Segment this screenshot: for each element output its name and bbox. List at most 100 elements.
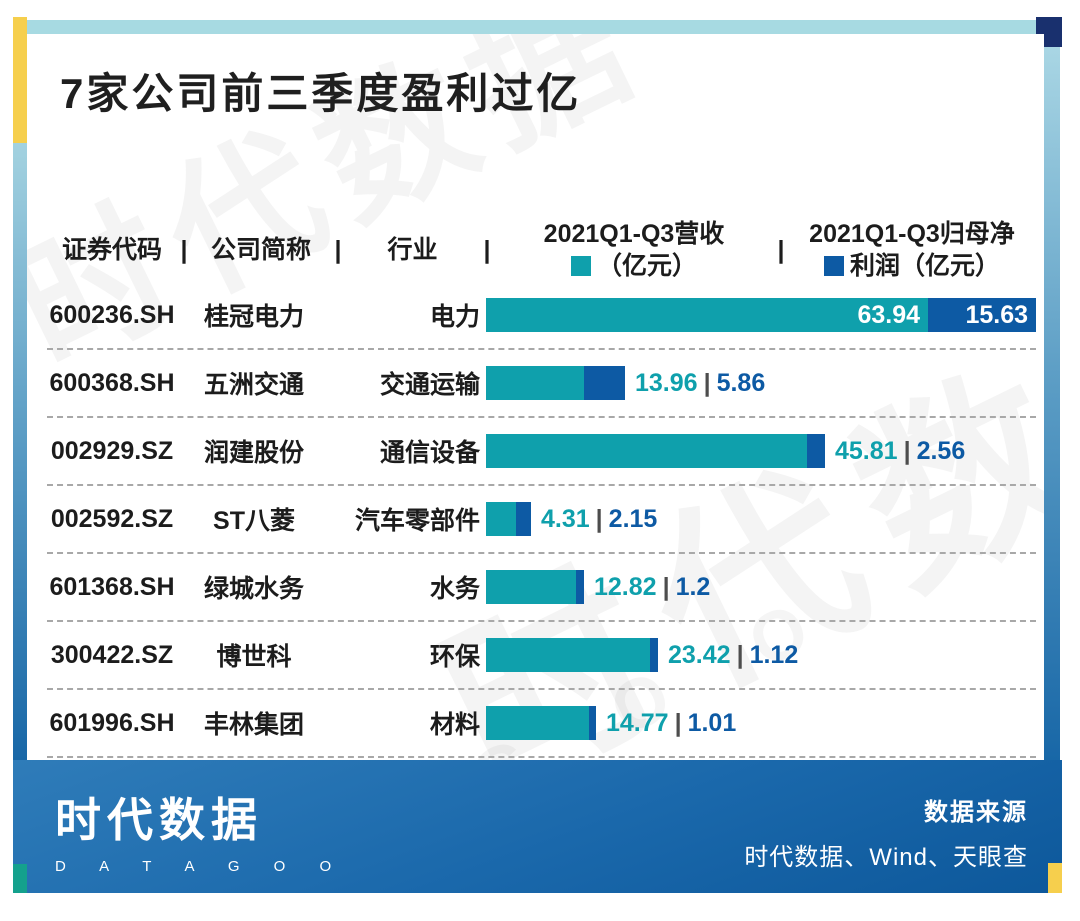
header-revenue: 2021Q1-Q3营收 （亿元） <box>494 218 774 282</box>
header-divider: | <box>777 236 785 264</box>
table-row: 300422.SZ 博世科 环保 23.42 | 1.12 <box>47 622 1036 690</box>
table-row: 002929.SZ 润建股份 通信设备 45.81 | 2.56 <box>47 418 1036 486</box>
left-blue-gradient-strip <box>13 143 27 760</box>
row-industry: 汽车零部件 <box>354 507 480 535</box>
revenue-legend-swatch-icon <box>570 256 591 276</box>
page-title: 7家公司前三季度盈利过亿 <box>60 70 582 117</box>
profit-bar <box>584 366 625 400</box>
profit-value: 1.01 <box>687 708 737 737</box>
table-rows: 600236.SH 桂冠电力 电力 63.94 15.63 600368.SH … <box>47 282 1036 758</box>
table-row: 002592.SZ ST八菱 汽车零部件 4.31 | 2.15 <box>47 486 1036 554</box>
header-company: 公司简称 <box>210 236 311 264</box>
row-bar-group: 13.96 | 5.86 <box>486 366 1036 400</box>
data-source-text: 时代数据、Wind、天眼查 <box>744 844 1028 871</box>
header-profit-line1: 2021Q1-Q3归母净 <box>809 220 1015 248</box>
profit-bar <box>807 434 825 468</box>
bar-labels: 23.42 | 1.12 <box>668 641 798 670</box>
chart-card: 时代数据 时代数据 G O O 7家公司前三季度盈利过亿 证券代码 | 公司简称… <box>27 34 1044 760</box>
row-industry: 材料 <box>429 711 480 739</box>
row-code: 300422.SZ <box>50 640 174 669</box>
value-divider: | <box>903 436 911 465</box>
profit-bar <box>650 638 658 672</box>
revenue-bar <box>486 570 576 604</box>
revenue-bar <box>486 366 584 400</box>
row-industry: 环保 <box>429 643 480 671</box>
table-row: 601996.SH 丰林集团 材料 14.77 | 1.01 <box>47 690 1036 758</box>
data-source: 数据来源 时代数据、Wind、天眼查 <box>744 792 1028 872</box>
bar-labels: 4.31 | 2.15 <box>541 505 657 534</box>
row-industry: 水务 <box>429 575 480 603</box>
table-row: 601368.SH 绿城水务 水务 12.82 | 1.2 <box>47 554 1036 622</box>
revenue-bar <box>486 638 650 672</box>
value-divider: | <box>674 708 682 737</box>
row-company: 丰林集团 <box>203 711 304 739</box>
revenue-value: 23.42 <box>668 640 731 669</box>
row-company: 绿城水务 <box>203 575 304 603</box>
row-code: 002929.SZ <box>50 436 174 465</box>
header-divider: | <box>334 236 342 264</box>
row-code: 601996.SH <box>49 708 175 737</box>
row-industry: 电力 <box>429 303 480 331</box>
row-industry: 交通运输 <box>379 371 480 399</box>
profit-legend-swatch-icon <box>823 256 844 276</box>
row-code: 600368.SH <box>49 368 175 397</box>
right-blue-gradient-strip <box>1044 47 1060 760</box>
revenue-value: 14.77 <box>606 708 669 737</box>
revenue-value: 45.81 <box>835 436 898 465</box>
footer-band: 时代数据 D A T A G O O 数据来源 时代数据、Wind、天眼查 <box>13 760 1062 893</box>
header-divider: | <box>180 236 188 264</box>
bottom-left-teal-square <box>13 864 27 893</box>
profit-bar: 15.63 <box>928 298 1036 332</box>
header-code: 证券代码 <box>61 236 162 264</box>
value-divider: | <box>662 572 670 601</box>
revenue-bar <box>486 706 589 740</box>
value-divider: | <box>703 368 711 397</box>
brand-logo-subtext: D A T A G O O <box>55 858 347 875</box>
row-company: ST八菱 <box>213 507 295 535</box>
row-code: 600236.SH <box>49 300 175 329</box>
value-divider: | <box>595 504 603 533</box>
profit-value: 2.56 <box>916 436 966 465</box>
revenue-bar <box>486 502 516 536</box>
data-source-label: 数据来源 <box>924 799 1028 826</box>
brand-logo-text: 时代数据 <box>55 794 263 846</box>
table-row: 600368.SH 五洲交通 交通运输 13.96 | 5.86 <box>47 350 1036 418</box>
header-revenue-line1: 2021Q1-Q3营收 <box>543 220 725 248</box>
brand-logo: 时代数据 D A T A G O O <box>55 784 346 875</box>
left-yellow-accent-strip <box>13 17 27 143</box>
bar-labels: 45.81 | 2.56 <box>835 437 965 466</box>
revenue-bar <box>486 434 807 468</box>
row-bar-group: 4.31 | 2.15 <box>486 502 1036 536</box>
header-divider: | <box>483 236 491 264</box>
row-code: 601368.SH <box>49 572 175 601</box>
profit-bar <box>589 706 596 740</box>
row-company: 桂冠电力 <box>203 303 304 331</box>
row-code: 002592.SZ <box>50 504 174 533</box>
profit-value: 2.15 <box>608 504 658 533</box>
header-industry: 行业 <box>387 236 438 264</box>
profit-value: 1.12 <box>749 640 799 669</box>
top-cyan-strip <box>27 20 1036 34</box>
bottom-right-yellow-square <box>1048 863 1062 893</box>
header-profit-line2: 利润（亿元） <box>788 250 1036 282</box>
row-bar-group: 23.42 | 1.12 <box>486 638 1036 672</box>
row-bar-group: 12.82 | 1.2 <box>486 570 1036 604</box>
header-profit: 2021Q1-Q3归母净 利润（亿元） <box>788 218 1036 282</box>
profit-value: 5.86 <box>716 368 766 397</box>
revenue-value: 4.31 <box>541 504 590 533</box>
row-company: 博世科 <box>216 643 292 671</box>
table-row: 600236.SH 桂冠电力 电力 63.94 15.63 <box>47 282 1036 350</box>
table-header: 证券代码 | 公司简称 | 行业 | 2021Q1-Q3营收 （亿元） | 20… <box>47 218 1036 282</box>
revenue-value: 12.82 <box>594 572 657 601</box>
revenue-bar: 63.94 <box>486 298 928 332</box>
row-bar-group: 14.77 | 1.01 <box>486 706 1036 740</box>
value-divider: | <box>736 640 744 669</box>
profit-value: 1.2 <box>675 572 711 601</box>
row-bar-group: 45.81 | 2.56 <box>486 434 1036 468</box>
header-revenue-line2: （亿元） <box>494 250 774 282</box>
bar-labels: 12.82 | 1.2 <box>594 573 710 602</box>
bar-labels: 14.77 | 1.01 <box>606 709 736 738</box>
profit-bar <box>516 502 531 536</box>
profit-bar <box>576 570 584 604</box>
row-bar-group: 63.94 15.63 <box>486 298 1036 332</box>
